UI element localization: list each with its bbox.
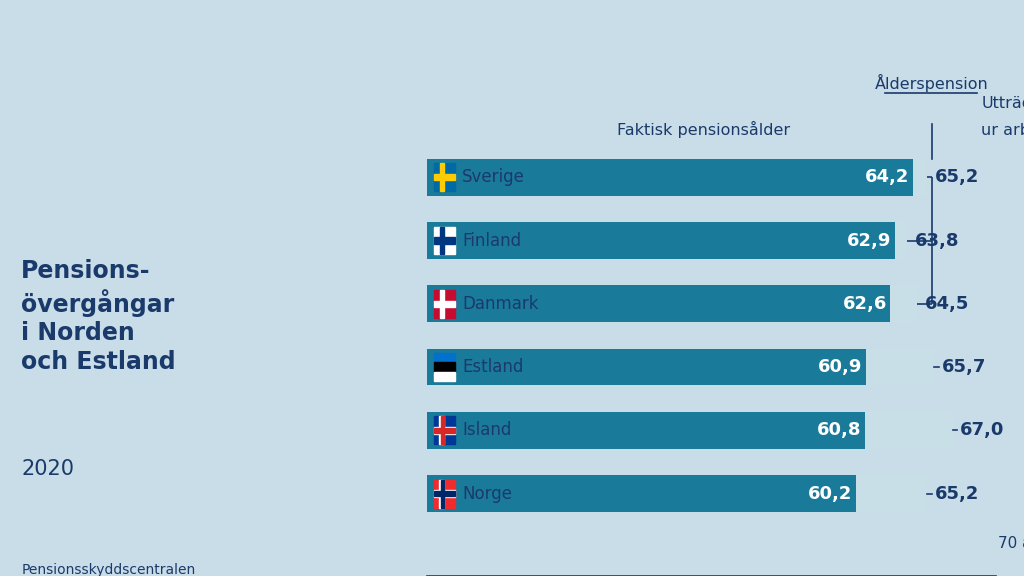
Text: Norge: Norge — [462, 485, 512, 503]
Bar — [856, 475, 928, 512]
Text: 65,7: 65,7 — [941, 358, 986, 376]
Bar — [440, 480, 443, 507]
Text: Finland: Finland — [462, 232, 521, 249]
Bar — [439, 416, 444, 444]
Bar — [434, 226, 455, 255]
Text: 70 år: 70 år — [998, 536, 1024, 551]
Bar — [427, 222, 895, 259]
Text: Ålderspension: Ålderspension — [874, 74, 988, 92]
Bar — [439, 164, 443, 191]
Bar — [890, 286, 918, 322]
Bar — [434, 362, 455, 372]
Bar — [427, 475, 856, 512]
Bar — [434, 174, 455, 180]
Bar — [434, 480, 455, 507]
Bar — [434, 237, 455, 244]
Bar — [434, 428, 455, 433]
Bar — [866, 348, 934, 385]
Text: Island: Island — [462, 422, 512, 439]
Bar — [434, 301, 455, 307]
Text: Sverige: Sverige — [462, 168, 525, 186]
Text: Danmark: Danmark — [462, 295, 539, 313]
Bar — [864, 412, 953, 449]
Text: 60,9: 60,9 — [818, 358, 862, 376]
Bar — [434, 427, 455, 434]
Text: Pensions-
övergångar
i Norden
och Estland: Pensions- övergångar i Norden och Estlan… — [22, 259, 176, 374]
Bar — [427, 348, 866, 385]
Text: 64,2: 64,2 — [865, 168, 909, 186]
Bar — [434, 491, 455, 496]
Text: 65,2: 65,2 — [934, 485, 979, 503]
Bar — [427, 286, 890, 322]
Bar — [439, 226, 443, 255]
Text: Faktisk pensionsålder: Faktisk pensionsålder — [617, 121, 791, 138]
Bar — [427, 159, 913, 196]
Bar — [434, 372, 455, 381]
Bar — [439, 480, 444, 507]
Bar — [434, 290, 455, 318]
Text: 2020: 2020 — [22, 459, 75, 479]
Bar — [440, 416, 443, 444]
Bar — [434, 416, 455, 444]
Bar — [434, 353, 455, 362]
Text: 62,9: 62,9 — [847, 232, 891, 249]
Text: 67,0: 67,0 — [961, 422, 1005, 439]
Bar — [913, 159, 928, 196]
Text: 60,8: 60,8 — [817, 422, 861, 439]
Text: Utträde: Utträde — [981, 96, 1024, 111]
Text: Pensionsskyddscentralen: Pensionsskyddscentralen — [22, 563, 196, 576]
Bar — [434, 164, 455, 191]
Text: ur arbetslivet: ur arbetslivet — [981, 123, 1024, 138]
Bar — [434, 490, 455, 498]
Text: 62,6: 62,6 — [843, 295, 887, 313]
Text: 65,2: 65,2 — [934, 168, 979, 186]
Bar — [895, 222, 907, 259]
Bar — [439, 290, 443, 318]
Text: Estland: Estland — [462, 358, 523, 376]
Text: 63,8: 63,8 — [914, 232, 959, 249]
Text: 60,2: 60,2 — [808, 485, 853, 503]
Text: 64,5: 64,5 — [925, 295, 969, 313]
Bar — [427, 412, 864, 449]
